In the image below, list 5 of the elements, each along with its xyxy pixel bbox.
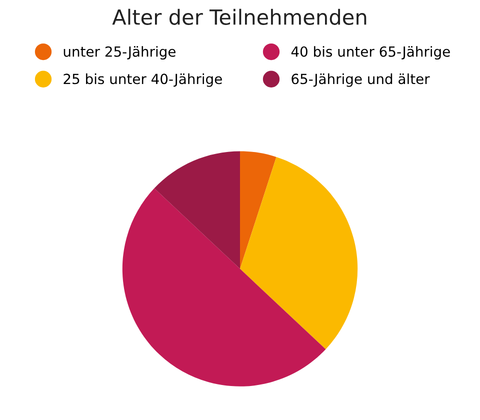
legend-label: 65-Jährige und älter xyxy=(292,73,430,87)
legend-label: 25 bis unter 40-Jährige xyxy=(64,73,222,87)
legend-label: unter 25-Jährige xyxy=(64,46,176,60)
legend-label: 40 bis unter 65-Jährige xyxy=(291,46,450,60)
chart-title: Alter der Teilnehmenden xyxy=(112,8,366,25)
